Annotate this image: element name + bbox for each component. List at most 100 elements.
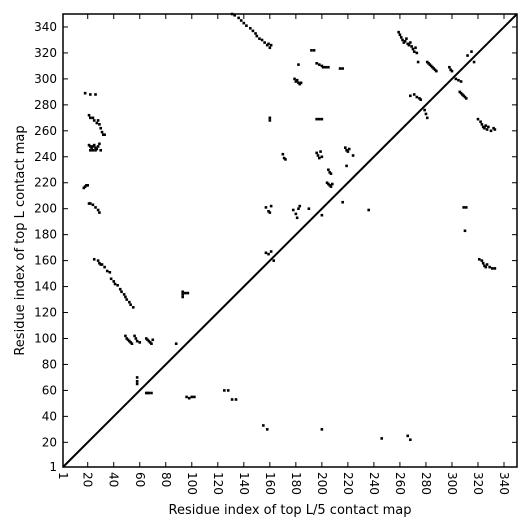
contact-point — [493, 128, 497, 131]
contact-point — [419, 98, 423, 101]
x-tick-label: 260 — [393, 472, 407, 495]
contact-point — [346, 150, 350, 153]
y-tick-label: 100 — [34, 331, 57, 345]
contact-point — [320, 213, 324, 217]
contact-point — [249, 26, 252, 30]
x-tick-label: 140 — [237, 472, 251, 495]
y-tick-label: 260 — [34, 124, 57, 138]
contact-point — [483, 126, 486, 130]
contact-point — [258, 37, 261, 40]
contact-point — [125, 298, 129, 301]
contact-point — [98, 123, 101, 126]
y-tick-label: 240 — [34, 150, 57, 164]
contact-point — [120, 290, 123, 294]
contact-point — [329, 172, 333, 175]
contact-point — [457, 78, 460, 82]
x-tick-label: 60 — [133, 472, 147, 487]
contact-point — [131, 306, 135, 309]
contact-point — [129, 303, 132, 307]
contact-point — [293, 77, 296, 81]
contact-point — [341, 200, 344, 204]
contact-point — [112, 280, 116, 283]
contact-point — [96, 208, 100, 212]
x-axis-label: Residue index of top L/5 contact map — [169, 503, 412, 518]
contact-point — [295, 216, 299, 220]
contact-point — [488, 265, 491, 269]
contact-point — [122, 293, 126, 296]
contact-point — [338, 67, 342, 70]
contact-point — [86, 184, 90, 187]
contact-point — [316, 154, 320, 157]
x-tick-label: 240 — [367, 472, 381, 495]
contact-point — [91, 203, 95, 207]
contact-point — [87, 113, 91, 117]
contact-point — [477, 258, 481, 261]
contact-point — [320, 117, 324, 121]
contact-point — [299, 81, 303, 85]
contact-point — [341, 67, 344, 70]
y-tick-label: 320 — [34, 46, 57, 60]
contact-point — [483, 264, 486, 268]
contact-point — [297, 63, 300, 66]
contact-point — [91, 148, 95, 152]
contact-point — [124, 295, 127, 299]
contact-point — [260, 38, 264, 42]
contact-point — [295, 78, 299, 82]
contact-point — [89, 145, 92, 148]
contact-point — [428, 63, 432, 66]
contact-point — [454, 77, 458, 81]
contact-point — [327, 65, 330, 69]
contact-point — [449, 68, 452, 72]
contact-point — [89, 202, 92, 205]
contact-point — [464, 206, 468, 209]
contact-point — [99, 263, 103, 266]
contact-point — [130, 342, 134, 345]
contact-point — [448, 65, 451, 69]
contact-point — [327, 168, 330, 172]
contact-point — [267, 252, 270, 256]
contact-point — [264, 251, 268, 255]
contact-point — [90, 146, 93, 149]
contact-point — [135, 376, 139, 379]
contact-point — [464, 97, 468, 100]
contact-point — [462, 94, 465, 98]
contact-point — [297, 207, 300, 210]
x-tick-label: 320 — [471, 472, 485, 495]
x-tick-label: 40 — [107, 472, 121, 487]
contact-point — [343, 146, 347, 149]
contact-point — [409, 41, 412, 44]
contact-point — [96, 145, 100, 148]
contact-point — [181, 293, 184, 296]
contact-point — [281, 152, 285, 156]
contact-point — [325, 181, 329, 185]
contact-point — [263, 41, 266, 44]
contact-point — [484, 124, 488, 127]
contact-point — [265, 428, 269, 431]
contact-point — [320, 428, 324, 431]
contact-point — [116, 283, 119, 287]
contact-point — [96, 119, 100, 122]
contact-point — [89, 148, 92, 152]
contact-point — [91, 116, 95, 120]
contact-point — [135, 380, 139, 383]
contact-point — [118, 287, 122, 291]
x-axis: 1 20 40 60 80 100 120 140 160 180 200 220 240 260 280 3… — [56, 14, 511, 495]
contact-point — [315, 117, 318, 121]
contact-point — [268, 211, 272, 214]
contact-point — [94, 148, 97, 152]
contact-point — [138, 341, 142, 344]
contact-point — [265, 43, 269, 47]
contact-point — [268, 46, 272, 50]
x-tick-label: 200 — [315, 472, 329, 495]
contact-point — [416, 60, 420, 64]
contact-point — [493, 267, 497, 270]
contact-point — [284, 158, 287, 161]
contact-point — [298, 204, 302, 208]
contact-point — [99, 148, 103, 152]
contact-point — [459, 80, 463, 83]
contact-point — [435, 69, 438, 73]
contact-point — [480, 123, 484, 126]
contact-point — [476, 117, 480, 121]
contact-point — [315, 151, 318, 155]
